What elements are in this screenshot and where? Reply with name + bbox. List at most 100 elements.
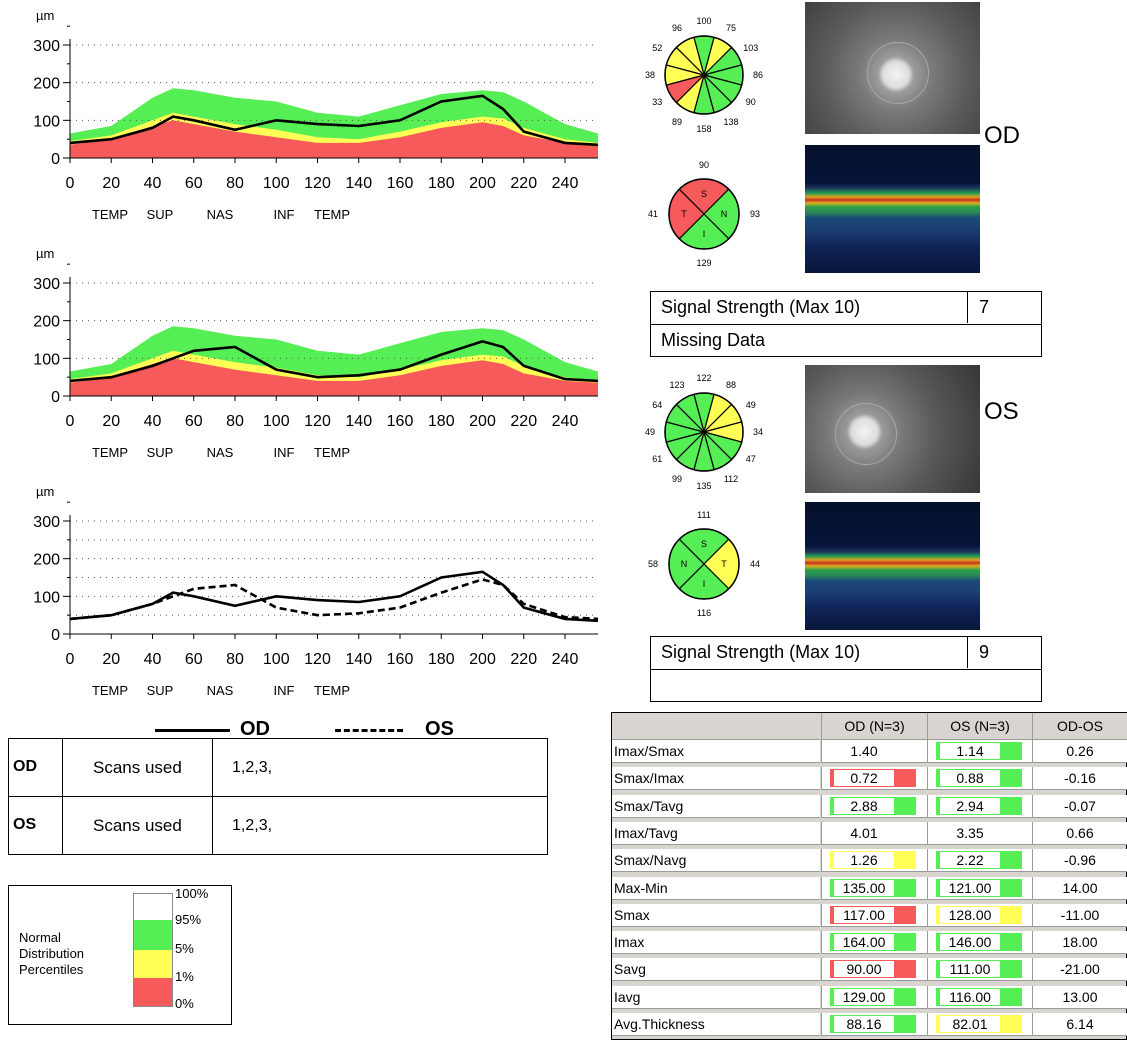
od-line bbox=[69, 94, 599, 147]
clock-outline bbox=[664, 35, 744, 115]
metric-diff-cell: 0.26 bbox=[1032, 740, 1127, 763]
x-tick-label: 80 bbox=[226, 651, 244, 668]
metrics-row: Smax/Imax 0.72 0.88 -0.16 bbox=[612, 767, 1127, 791]
od-legend-label: OD bbox=[240, 718, 270, 740]
tsnit-chart-os: µm 0 100 200 300 0 20 40 60 80 100 120 140 160 180 200 2… bbox=[33, 246, 599, 460]
x-tick-label: 240 bbox=[552, 175, 579, 192]
quadrant-letter: T bbox=[721, 559, 727, 569]
y-tick-label: 100 bbox=[33, 113, 60, 130]
metrics-row: Smax/Tavg 2.88 2.94 -0.07 bbox=[612, 794, 1127, 818]
quadrant-value: 44 bbox=[750, 559, 760, 569]
x-tick-label: 120 bbox=[304, 175, 331, 192]
x-tick-label: 100 bbox=[263, 651, 290, 668]
metric-diff: 13.00 bbox=[1062, 988, 1098, 1005]
metric-value: 1.26 bbox=[834, 852, 894, 869]
x-tick-label: 140 bbox=[345, 651, 372, 668]
eye-label: OS bbox=[13, 816, 37, 833]
clock-value: 86 bbox=[753, 70, 763, 80]
metric-value: 3.35 bbox=[940, 824, 1000, 841]
legend-color-scale bbox=[133, 893, 173, 1007]
clock-value: 103 bbox=[743, 43, 758, 53]
y-tick-label: 300 bbox=[33, 514, 60, 531]
legend-red bbox=[134, 978, 172, 1006]
scans-used-table: OD Scans used 1,2,3, OS Scans used 1,2,3… bbox=[8, 738, 548, 855]
x-tick-label: 60 bbox=[185, 651, 203, 668]
clock-value: 64 bbox=[652, 400, 662, 410]
scans-value: 1,2,3, bbox=[232, 817, 273, 834]
metric-diff: 18.00 bbox=[1062, 934, 1098, 951]
x-tick-label: 220 bbox=[510, 175, 537, 192]
metric-value-cell: 82.01 bbox=[927, 1013, 1032, 1036]
y-tick-label: 0 bbox=[51, 151, 60, 168]
scans-value: 1,2,3, bbox=[232, 759, 273, 776]
legend-green bbox=[134, 920, 172, 950]
metric-value-cell: 1.40 bbox=[821, 740, 927, 763]
metric-value-cell: 2.94 bbox=[927, 794, 1032, 818]
os-line bbox=[69, 578, 599, 621]
metric-value: 90.00 bbox=[834, 961, 894, 978]
metric-chip: 3.35 bbox=[936, 823, 1022, 842]
optic-disc-ring bbox=[867, 42, 929, 104]
metric-name: Imax/Smax bbox=[614, 743, 685, 759]
clock-outline bbox=[664, 392, 744, 472]
metric-chip: 117.00 bbox=[830, 905, 916, 924]
metric-diff: 6.14 bbox=[1066, 1016, 1094, 1032]
y-tick-label: 0 bbox=[51, 627, 60, 644]
metric-name: Smax/Tavg bbox=[614, 797, 684, 814]
metrics-row: Imax/Tavg 4.01 3.35 0.66 bbox=[612, 821, 1127, 845]
region-label: NAS bbox=[207, 207, 234, 222]
row-divider bbox=[9, 796, 547, 797]
legend-tick: 95% bbox=[175, 912, 202, 927]
y-tick-label: 300 bbox=[33, 38, 60, 55]
metric-diff-cell: 18.00 bbox=[1032, 931, 1127, 955]
metric-value-cell: 146.00 bbox=[927, 931, 1032, 955]
quadrant-value: 41 bbox=[648, 209, 658, 219]
metric-value: 2.88 bbox=[834, 797, 894, 814]
clock-value: 47 bbox=[746, 454, 756, 464]
y-unit-label: µm bbox=[36, 8, 54, 23]
x-tick-label: 100 bbox=[263, 413, 290, 430]
metric-value: 2.22 bbox=[940, 852, 1000, 869]
metric-name: Smax/Navg bbox=[614, 852, 687, 869]
region-label: SUP bbox=[147, 445, 174, 460]
quadrant-letter: S bbox=[701, 189, 707, 199]
x-tick-label: 120 bbox=[304, 413, 331, 430]
clock-value: 52 bbox=[652, 43, 662, 53]
metric-value: 111.00 bbox=[940, 961, 1000, 978]
clock-value: 34 bbox=[753, 427, 763, 437]
metric-chip: 1.26 bbox=[830, 851, 916, 870]
header-cell: OS (N=3) bbox=[927, 713, 1032, 740]
signal-row: Signal Strength (Max 10) 7 bbox=[651, 292, 1041, 325]
x-tick-label: 0 bbox=[66, 413, 75, 430]
metric-value: 117.00 bbox=[834, 906, 894, 923]
clock-value: 89 bbox=[672, 117, 682, 127]
signal-value: 9 bbox=[979, 642, 990, 662]
header-cell bbox=[612, 713, 820, 740]
y-unit-label: µm bbox=[36, 246, 54, 261]
quadrant-value: 90 bbox=[699, 160, 709, 170]
metric-name: Max-Min bbox=[614, 879, 668, 896]
x-tick-label: 180 bbox=[428, 175, 455, 192]
metric-name-cell: Avg.Thickness bbox=[612, 1013, 820, 1036]
metric-name: Savg bbox=[614, 961, 646, 978]
metrics-row: Avg.Thickness 88.16 82.01 6.14 bbox=[612, 1013, 1127, 1036]
metric-diff-cell: 0.66 bbox=[1032, 821, 1127, 845]
quadrant-letter: T bbox=[681, 209, 687, 219]
metric-chip: 1.14 bbox=[936, 742, 1022, 760]
clock-value: 138 bbox=[723, 117, 738, 127]
metric-value: 1.40 bbox=[834, 743, 894, 759]
metric-value: 116.00 bbox=[940, 988, 1000, 1005]
signal-row: Signal Strength (Max 10) 9 bbox=[651, 637, 1041, 670]
metric-name-cell: Max-Min bbox=[612, 876, 820, 900]
legend-title-line: Normal bbox=[19, 930, 61, 945]
od-clock-chart: 100 75 103 86 90 138 158 89 33 38 52 96 bbox=[645, 16, 763, 134]
metric-value: 0.88 bbox=[940, 770, 1000, 787]
x-tick-label: 100 bbox=[263, 175, 290, 192]
x-tick-label: 220 bbox=[510, 651, 537, 668]
metric-chip: 2.94 bbox=[936, 796, 1022, 815]
metric-name-cell: Smax bbox=[612, 903, 820, 927]
metric-value-cell: 129.00 bbox=[821, 985, 927, 1009]
metric-diff-cell: -0.07 bbox=[1032, 794, 1127, 818]
clock-value: 96 bbox=[672, 23, 682, 33]
metrics-row: Smax/Navg 1.26 2.22 -0.96 bbox=[612, 849, 1127, 873]
